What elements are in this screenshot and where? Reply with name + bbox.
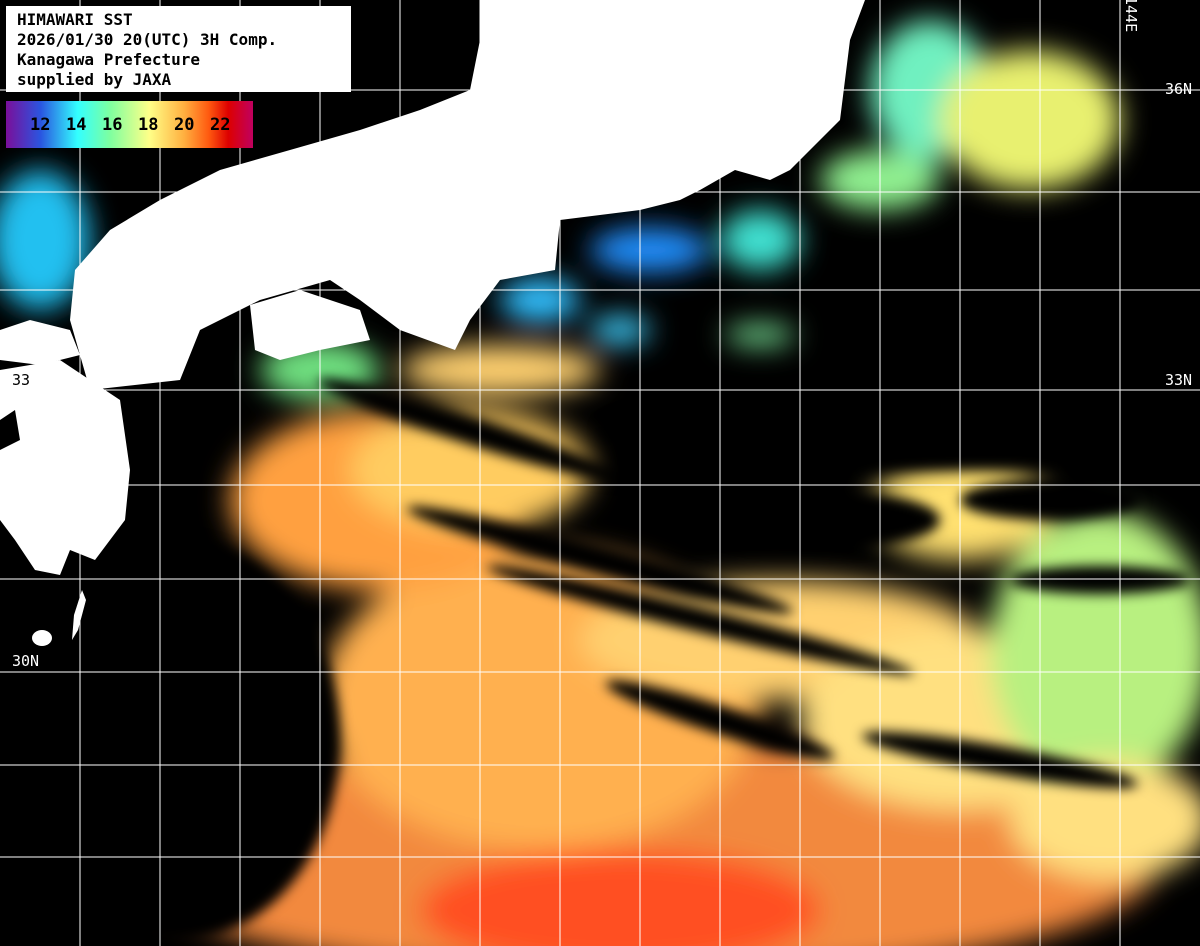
shikoku: [250, 290, 370, 360]
color-legend: 12 14 16 18 20 22: [6, 101, 253, 148]
legend-tick: 14: [66, 114, 87, 135]
lat-label-30n: 30N: [12, 652, 40, 670]
tanegashima: [72, 590, 86, 640]
kyushu: [0, 360, 130, 575]
legend-tick: 16: [102, 114, 123, 135]
title-line-datetime: 2026/01/30 20(UTC) 3H Comp.: [17, 30, 278, 49]
land: [0, 0, 865, 646]
title-line-supplier: supplied by JAXA: [17, 70, 172, 89]
lon-label-136e: 136E: [482, 2, 500, 39]
legend-tick: 12: [30, 114, 51, 135]
legend-tick: 18: [138, 114, 159, 135]
legend-tick: 22: [210, 114, 231, 135]
yakushima: [32, 630, 52, 646]
lat-label-36n: 36N: [1165, 80, 1193, 98]
lon-label-144e: 144E: [1122, 0, 1140, 33]
title-box: HIMAWARI SST 2026/01/30 20(UTC) 3H Comp.…: [6, 6, 351, 92]
lat-label-33n-left: 33: [12, 371, 31, 389]
honshu: [70, 0, 865, 390]
title-line-product: HIMAWARI SST: [17, 10, 133, 29]
lat-label-33n-right: 33N: [1165, 371, 1193, 389]
title-line-prefecture: Kanagawa Prefecture: [17, 50, 201, 69]
legend-tick: 20: [174, 114, 195, 135]
